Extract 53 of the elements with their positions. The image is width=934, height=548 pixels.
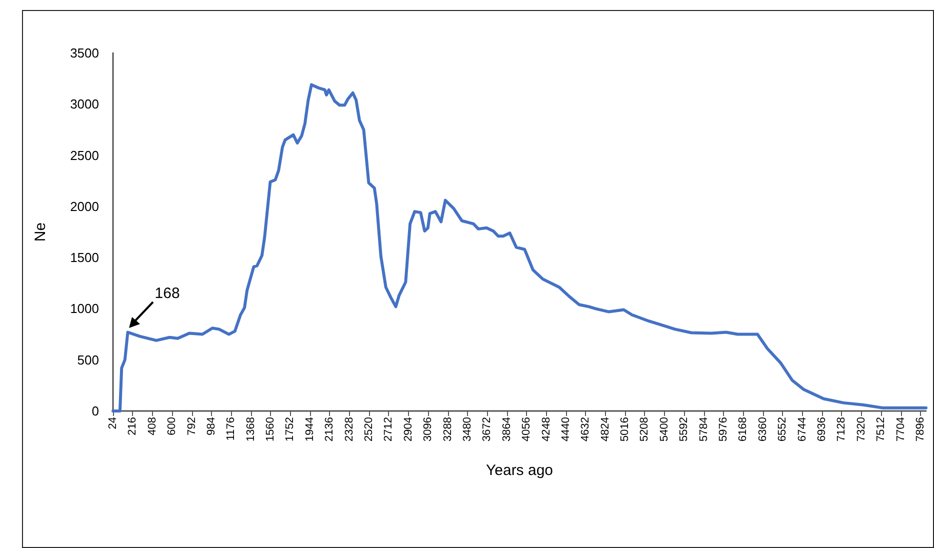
x-tick-label: 1560 <box>264 417 277 442</box>
x-tick-label: 5016 <box>619 417 632 442</box>
y-tick-label: 3000 <box>70 96 99 112</box>
x-tick-label: 5976 <box>718 417 730 442</box>
x-tick-label: 2328 <box>343 417 356 442</box>
x-tick-label: 4056 <box>520 417 533 442</box>
x-tick-label: 3288 <box>442 417 454 442</box>
x-tick-label: 6744 <box>796 417 808 442</box>
x-tick-label: 3864 <box>500 417 513 442</box>
x-tick-label: 7704 <box>894 417 907 442</box>
x-tick-label: 1944 <box>304 417 316 442</box>
x-tick-label: 7896 <box>914 417 926 442</box>
x-tick-label: 6360 <box>756 417 769 442</box>
x-tick-label: 216 <box>126 417 139 436</box>
x-tick-label: 4248 <box>540 417 552 442</box>
x-tick-label: 984 <box>205 417 218 436</box>
x-tick-label: 3096 <box>422 417 434 442</box>
x-tick-label: 3480 <box>461 417 474 442</box>
x-tick-label: 792 <box>186 417 198 436</box>
x-axis-title: Years ago <box>486 462 554 479</box>
x-tick-label: 3672 <box>481 417 494 442</box>
y-axis-title: Ne <box>32 222 49 242</box>
x-tick-label: 2520 <box>363 417 376 442</box>
y-tick-label: 1000 <box>70 301 99 316</box>
x-tick-label: 5784 <box>698 417 710 442</box>
y-tick-label: 2000 <box>70 198 99 214</box>
annotation: 168 <box>154 285 180 302</box>
y-tick-label: 1500 <box>70 250 99 266</box>
x-tick-label: 6552 <box>776 417 789 442</box>
y-tick-label: 0 <box>92 404 99 418</box>
x-tick-label: 5592 <box>678 417 690 442</box>
x-tick-label: 24 <box>107 417 119 430</box>
x-tick-label: 7128 <box>836 417 848 442</box>
x-tick-label: 4440 <box>560 417 572 442</box>
x-tick-label: 5400 <box>658 417 670 442</box>
x-tick-label: 6936 <box>816 417 828 442</box>
x-tick-label: 4632 <box>580 417 592 442</box>
x-tick-label: 4824 <box>599 417 612 442</box>
x-tick-label: 1368 <box>244 417 257 442</box>
y-tick-label: 2500 <box>70 148 99 163</box>
x-tick-label: 2136 <box>324 417 336 442</box>
x-tick-label: 1176 <box>225 417 238 441</box>
x-tick-label: 7512 <box>875 417 888 442</box>
x-tick-label: 408 <box>146 417 158 436</box>
x-tick-label: 2712 <box>382 417 395 442</box>
y-tick-label: 500 <box>77 352 99 368</box>
x-tick-label: 600 <box>166 417 178 436</box>
x-tick-label: 6168 <box>737 417 750 442</box>
x-tick-label: 7320 <box>855 417 868 442</box>
x-tick-label: 1752 <box>284 417 296 442</box>
x-tick-label: 2904 <box>402 417 414 442</box>
y-tick-label: 3500 <box>70 46 99 60</box>
x-tick-label: 5208 <box>638 417 651 442</box>
